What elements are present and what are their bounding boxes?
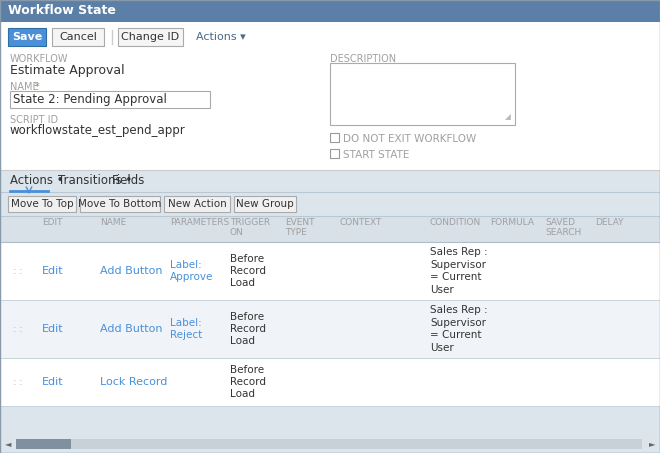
Text: Add Button: Add Button xyxy=(100,324,162,334)
Text: Edit: Edit xyxy=(42,377,63,387)
Text: Sales Rep :
Supervisor
= Current
User: Sales Rep : Supervisor = Current User xyxy=(430,305,488,352)
Bar xyxy=(0,22,660,194)
Text: Before
Record
Load: Before Record Load xyxy=(230,312,266,347)
Bar xyxy=(0,170,660,192)
Text: Add Button: Add Button xyxy=(100,266,162,276)
Bar xyxy=(0,358,660,406)
Text: Label:
Reject: Label: Reject xyxy=(170,318,202,340)
Text: Edit: Edit xyxy=(42,324,63,334)
Text: Sales Rep :
Supervisor
= Current
User: Sales Rep : Supervisor = Current User xyxy=(430,247,488,294)
Text: Transitions •: Transitions • xyxy=(58,174,132,188)
Text: NAME: NAME xyxy=(100,218,126,227)
Bar xyxy=(164,196,230,212)
Text: Move To Top: Move To Top xyxy=(11,199,73,209)
Bar xyxy=(118,28,183,46)
Bar xyxy=(0,192,660,216)
Text: SCRIPT ID: SCRIPT ID xyxy=(10,115,58,125)
Bar xyxy=(0,436,660,453)
Text: Before
Record
Load: Before Record Load xyxy=(230,365,266,400)
Text: EDIT: EDIT xyxy=(42,218,63,227)
Bar xyxy=(234,196,296,212)
Text: :: : xyxy=(13,266,16,276)
Text: :: : xyxy=(19,266,23,276)
Bar xyxy=(52,28,104,46)
Bar xyxy=(16,439,71,449)
Text: Save: Save xyxy=(12,32,42,42)
Text: FORMULA: FORMULA xyxy=(490,218,534,227)
Text: ►: ► xyxy=(649,439,655,448)
Text: workflowstate_est_pend_appr: workflowstate_est_pend_appr xyxy=(10,124,185,137)
Text: Lock Record: Lock Record xyxy=(100,377,168,387)
Text: Before
Record
Load: Before Record Load xyxy=(230,254,266,289)
Text: :: : xyxy=(13,377,16,387)
Text: PARAMETERS: PARAMETERS xyxy=(170,218,229,227)
Text: :: : xyxy=(13,324,16,334)
Text: Change ID: Change ID xyxy=(121,32,180,42)
Text: Label:
Approve: Label: Approve xyxy=(170,260,213,282)
Text: DELAY: DELAY xyxy=(595,218,624,227)
Text: :: : xyxy=(19,377,23,387)
Bar xyxy=(0,242,660,300)
Text: Estimate Approval: Estimate Approval xyxy=(10,64,125,77)
Text: CONTEXT: CONTEXT xyxy=(340,218,382,227)
Bar xyxy=(0,216,660,242)
Text: Move To Bottom: Move To Bottom xyxy=(79,199,162,209)
Text: Workflow State: Workflow State xyxy=(8,5,116,18)
Text: TRIGGER
ON: TRIGGER ON xyxy=(230,218,270,237)
Bar xyxy=(330,149,339,158)
Text: ◢: ◢ xyxy=(505,112,511,121)
Text: State 2: Pending Approval: State 2: Pending Approval xyxy=(13,93,167,106)
Bar xyxy=(330,63,515,125)
Bar xyxy=(0,170,660,453)
Bar xyxy=(10,91,210,108)
Bar xyxy=(0,0,660,22)
Text: Cancel: Cancel xyxy=(59,32,97,42)
Text: SAVED
SEARCH: SAVED SEARCH xyxy=(545,218,581,237)
Bar xyxy=(330,133,339,142)
Bar xyxy=(0,300,660,358)
Text: Edit: Edit xyxy=(42,266,63,276)
Text: *: * xyxy=(35,82,40,92)
Bar xyxy=(8,28,46,46)
Text: START STATE: START STATE xyxy=(343,150,409,160)
Text: NAME: NAME xyxy=(10,82,42,92)
Text: DESCRIPTION: DESCRIPTION xyxy=(330,54,396,64)
Bar xyxy=(16,439,642,449)
Text: Actions •: Actions • xyxy=(10,174,63,188)
Text: WORKFLOW: WORKFLOW xyxy=(10,54,69,64)
Text: DO NOT EXIT WORKFLOW: DO NOT EXIT WORKFLOW xyxy=(343,134,477,144)
Bar xyxy=(80,196,160,212)
Text: Actions ▾: Actions ▾ xyxy=(196,32,246,42)
Text: CONDITION: CONDITION xyxy=(430,218,481,227)
Text: :: : xyxy=(19,324,23,334)
Bar xyxy=(8,196,76,212)
Text: EVENT
TYPE: EVENT TYPE xyxy=(285,218,315,237)
Text: ◄: ◄ xyxy=(5,439,11,448)
Text: New Group: New Group xyxy=(236,199,294,209)
Text: New Action: New Action xyxy=(168,199,226,209)
Text: Fields: Fields xyxy=(112,174,145,188)
